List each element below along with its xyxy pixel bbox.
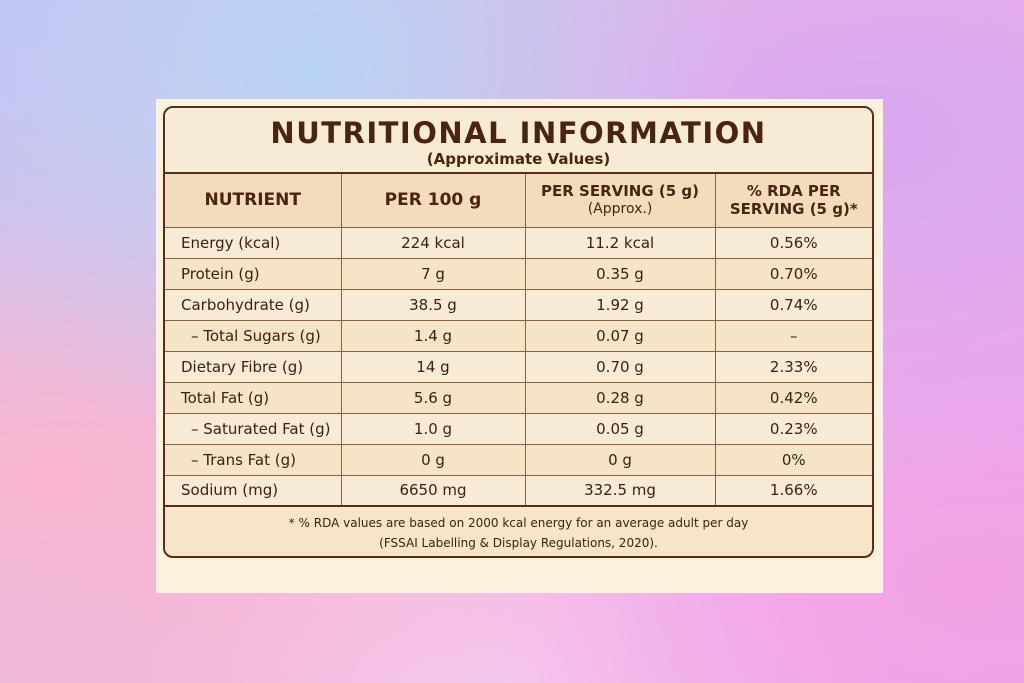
per-100g-value: 38.5 g: [341, 289, 526, 321]
nutrient-name: – Saturated Fat (g): [165, 413, 342, 445]
table-row: – Total Sugars (g) 1.4 g 0.07 g –: [165, 320, 872, 352]
header-rda-line1: % RDA PER: [746, 182, 841, 201]
subtitle: (Approximate Values): [426, 150, 611, 168]
footnote: * % RDA values are based on 2000 kcal en…: [165, 507, 872, 553]
table-row: Carbohydrate (g) 38.5 g 1.92 g 0.74%: [165, 289, 872, 321]
header-rda-line2: SERVING (5 g)*: [729, 200, 858, 219]
header-nutrient: NUTRIENT: [165, 174, 342, 228]
nutrient-name: – Trans Fat (g): [165, 444, 342, 476]
per-100g-value: 1.4 g: [341, 320, 526, 352]
per-100g-value: 1.0 g: [341, 413, 526, 445]
per-serving-value: 0.07 g: [525, 320, 716, 352]
rda-value: 0.74%: [715, 289, 872, 321]
per-serving-value: 0.70 g: [525, 351, 716, 383]
per-serving-value: 1.92 g: [525, 289, 716, 321]
nutrient-name: Dietary Fibre (g): [165, 351, 342, 383]
per-serving-value: 0.28 g: [525, 382, 716, 414]
per-serving-value: 332.5 mg: [525, 475, 716, 507]
title-block: NUTRITIONAL INFORMATION (Approximate Val…: [165, 108, 872, 174]
table-row: Energy (kcal) 224 kcal 11.2 kcal 0.56%: [165, 227, 872, 259]
per-100g-value: 0 g: [341, 444, 526, 476]
per-serving-value: 0 g: [525, 444, 716, 476]
per-100g-value: 7 g: [341, 258, 526, 290]
rda-value: 0.42%: [715, 382, 872, 414]
rda-value: 0.23%: [715, 413, 872, 445]
header-per-serving-main: PER SERVING (5 g): [541, 182, 699, 201]
footnote-line2: (FSSAI Labelling & Display Regulations, …: [379, 536, 658, 550]
table-row: Sodium (mg) 6650 mg 332.5 mg 1.66%: [165, 475, 872, 507]
table-row: – Trans Fat (g) 0 g 0 g 0%: [165, 444, 872, 476]
per-100g-value: 5.6 g: [341, 382, 526, 414]
header-row: NUTRIENT PER 100 g PER SERVING (5 g) (Ap…: [165, 174, 872, 228]
rda-value: 0.70%: [715, 258, 872, 290]
footnote-line1: * % RDA values are based on 2000 kcal en…: [288, 516, 749, 530]
table-row: Dietary Fibre (g) 14 g 0.70 g 2.33%: [165, 351, 872, 383]
rda-value: 2.33%: [715, 351, 872, 383]
header-per-serving-sub: (Approx.): [587, 201, 653, 218]
rda-value: 0.56%: [715, 227, 872, 259]
per-serving-value: 0.35 g: [525, 258, 716, 290]
rda-value: 1.66%: [715, 475, 872, 507]
nutrition-panel: NUTRITIONAL INFORMATION (Approximate Val…: [163, 106, 874, 558]
nutrient-name: Energy (kcal): [165, 227, 342, 259]
header-per-serving: PER SERVING (5 g) (Approx.): [525, 174, 716, 228]
nutrition-table: NUTRIENT PER 100 g PER SERVING (5 g) (Ap…: [165, 174, 872, 507]
table-row: – Saturated Fat (g) 1.0 g 0.05 g 0.23%: [165, 413, 872, 445]
per-100g-value: 14 g: [341, 351, 526, 383]
table-row: Protein (g) 7 g 0.35 g 0.70%: [165, 258, 872, 290]
table-row: Total Fat (g) 5.6 g 0.28 g 0.42%: [165, 382, 872, 414]
rda-value: 0%: [715, 444, 872, 476]
per-100g-value: 224 kcal: [341, 227, 526, 259]
nutrient-name: Protein (g): [165, 258, 342, 290]
header-rda: % RDA PER SERVING (5 g)*: [715, 174, 872, 228]
nutrition-label-card: NUTRITIONAL INFORMATION (Approximate Val…: [156, 99, 883, 593]
per-100g-value: 6650 mg: [341, 475, 526, 507]
header-per-100g: PER 100 g: [341, 174, 526, 228]
per-serving-value: 0.05 g: [525, 413, 716, 445]
per-serving-value: 11.2 kcal: [525, 227, 716, 259]
nutrient-name: Total Fat (g): [165, 382, 342, 414]
nutrient-name: Carbohydrate (g): [165, 289, 342, 321]
rda-value: –: [715, 320, 872, 352]
page-title: NUTRITIONAL INFORMATION: [270, 116, 767, 150]
nutrient-name: – Total Sugars (g): [165, 320, 342, 352]
nutrient-name: Sodium (mg): [165, 475, 342, 507]
